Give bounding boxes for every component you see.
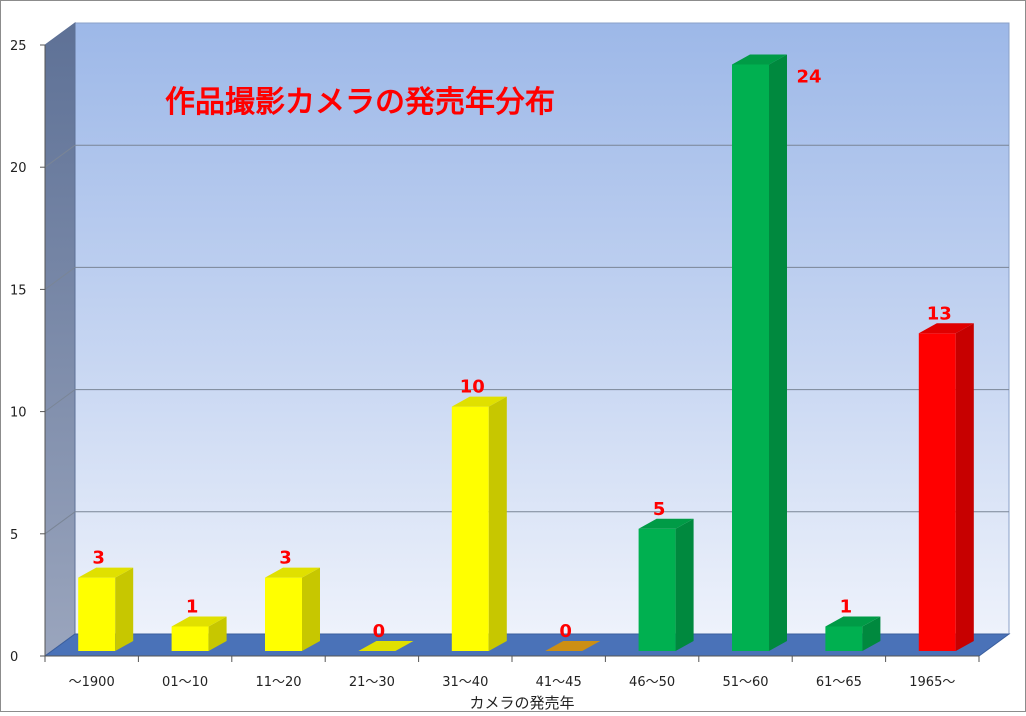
data-label: 3	[279, 548, 292, 569]
bar	[638, 518, 694, 651]
bar	[545, 641, 601, 651]
bar	[358, 641, 414, 651]
gridline-side	[44, 389, 76, 413]
bar-top	[825, 616, 881, 627]
bar-top	[171, 616, 227, 627]
x-axis-title: カメラの発売年	[469, 694, 574, 712]
bar	[732, 54, 787, 651]
bar-side	[862, 616, 881, 651]
x-tick-label: 61～65	[816, 675, 862, 690]
bar-top	[638, 518, 694, 529]
bar	[171, 616, 227, 651]
data-label: 10	[460, 377, 485, 398]
x-tick-label: 51～60	[722, 675, 768, 690]
bar-side	[955, 323, 974, 651]
x-tick-label: ～1900	[69, 675, 115, 690]
x-tick-label: 11～20	[255, 675, 301, 690]
gridline-side	[44, 144, 76, 168]
side-wall	[44, 22, 76, 657]
bar-front	[171, 626, 209, 651]
bar-side	[488, 396, 507, 651]
bar-front	[451, 406, 489, 651]
y-tick-label: 10	[10, 406, 27, 421]
x-tick-label: 46～50	[629, 675, 675, 690]
bar-front	[732, 64, 769, 651]
bar	[78, 567, 134, 651]
gridline-side	[44, 511, 76, 535]
bar-front	[638, 528, 676, 651]
data-label: 24	[796, 66, 821, 87]
bar-top	[451, 396, 507, 407]
y-tick-label: 20	[10, 161, 27, 176]
y-tick-label: 5	[10, 528, 18, 543]
y-tick-label: 25	[10, 39, 27, 54]
gridline-side	[44, 266, 76, 290]
bar-front	[78, 577, 116, 651]
bar-front	[265, 577, 302, 651]
bar-top	[918, 323, 974, 334]
data-label: 0	[559, 621, 572, 642]
bar	[451, 396, 507, 651]
y-tick-label: 15	[10, 283, 27, 298]
chart-title: 作品撮影カメラの発売年分布	[165, 85, 555, 120]
bar-side	[208, 616, 227, 651]
bar-side	[675, 518, 694, 651]
bar	[918, 323, 974, 651]
bar-top	[732, 54, 787, 65]
bar-front	[825, 626, 863, 651]
bar	[265, 567, 320, 651]
bar-front	[918, 333, 956, 651]
x-tick-label: 31～40	[442, 675, 488, 690]
bar	[825, 616, 881, 651]
x-tick-label: 1965～	[909, 675, 955, 690]
bar-top	[265, 567, 320, 578]
data-label: 1	[840, 597, 853, 618]
data-label: 3	[92, 548, 105, 569]
bar-side	[769, 54, 787, 651]
data-label: 0	[373, 621, 386, 642]
bar-top	[78, 567, 134, 578]
bar-top	[358, 641, 414, 651]
data-label: 5	[653, 499, 666, 520]
data-label: 13	[927, 303, 952, 324]
bar-top	[545, 641, 601, 651]
data-label: 1	[186, 597, 199, 618]
x-tick-label: 01～10	[162, 675, 208, 690]
x-tick-label: 21～30	[349, 675, 395, 690]
bar-side	[302, 567, 320, 651]
y-tick-label: 0	[10, 650, 18, 665]
x-tick-label: 41～45	[536, 675, 582, 690]
bar-side	[115, 567, 134, 651]
